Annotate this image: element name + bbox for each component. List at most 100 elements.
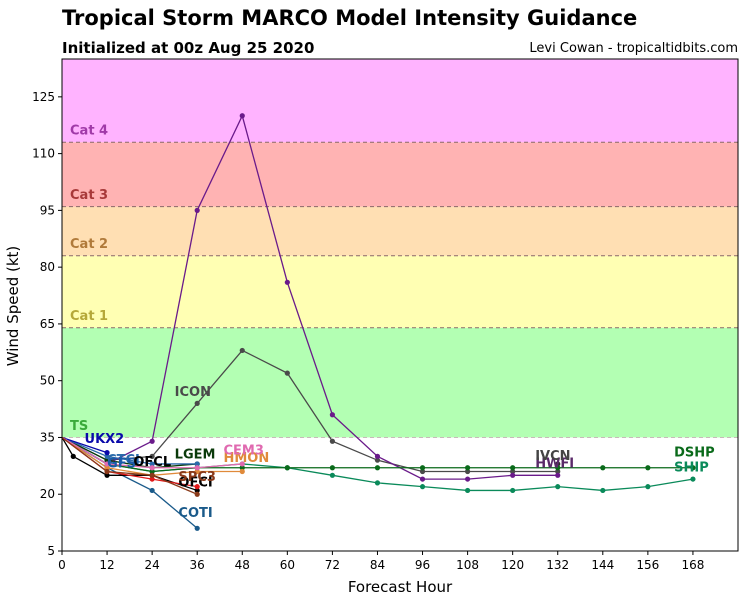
point-ctci: [149, 461, 155, 467]
series-label-coti: COTI: [178, 506, 212, 521]
point-dshp: [465, 465, 471, 471]
band-label: Cat 2: [70, 237, 108, 252]
x-tick-label: 144: [591, 558, 614, 572]
y-tick-label: 80: [40, 260, 55, 274]
point-hwfi: [555, 472, 561, 478]
point-cem3: [104, 461, 110, 467]
point-hmon: [104, 465, 110, 471]
point-ship: [510, 487, 516, 494]
point-cem3: [149, 465, 155, 471]
point-icon: [510, 468, 516, 475]
point-icon: [284, 370, 290, 376]
point-lgem: [104, 457, 110, 463]
series-line-icon: [61, 349, 558, 473]
plot-frame: [61, 58, 739, 552]
band-cat-3: [62, 142, 738, 207]
chart-title: Tropical Storm MARCO Model Intensity Gui…: [62, 6, 638, 30]
band-label: Cat 1: [70, 309, 108, 324]
series-line-ukx2: [61, 436, 108, 454]
point-dshp: [419, 465, 426, 471]
point-coti: [149, 487, 155, 494]
point-dshp: [374, 465, 381, 471]
point-spc3: [149, 472, 155, 478]
point-dshp: [690, 465, 696, 471]
x-tick-label: 120: [501, 558, 524, 572]
series-label-ivcn: IVCN: [535, 449, 570, 464]
intensity-bands: TS Cat 1 Cat 2 Cat 3 Cat 4: [62, 59, 738, 551]
point-hwfi: [149, 438, 155, 444]
point-icon: [239, 347, 245, 354]
series-label-spc3: SPC3: [178, 470, 215, 485]
point-cem3: [239, 461, 245, 467]
series-label-ctci: CTCI: [107, 453, 140, 468]
series-label-hwfi: HWFI: [535, 457, 574, 472]
y-tick-label: 125: [32, 90, 55, 104]
point-dshp: [645, 465, 651, 471]
point-icon: [555, 468, 561, 475]
band-cat-1: [62, 255, 738, 328]
point-ctci: [194, 461, 200, 467]
point-hwfi: [284, 279, 290, 285]
band-label: Cat 4: [70, 124, 108, 139]
band-below-ts: [62, 437, 738, 551]
point-icon: [149, 453, 155, 459]
x-tick-label: 48: [235, 558, 250, 572]
chart-subtitle: Initialized at 00z Aug 25 2020: [62, 39, 315, 57]
x-tick-label: 96: [415, 558, 430, 572]
point-hwfi: [419, 476, 426, 482]
x-tick-label: 132: [546, 558, 569, 572]
y-axis-label: Wind Speed (kt): [4, 246, 22, 367]
point-ivcn: [555, 461, 561, 467]
point-ship: [645, 484, 651, 490]
point-ofci: [149, 476, 155, 482]
point-dshp: [555, 465, 561, 471]
series-label-dshp: DSHP: [674, 445, 715, 460]
point-icon: [419, 468, 426, 475]
point-coti: [194, 525, 200, 531]
point-ukx2: [104, 450, 110, 456]
series-label-ofcl: OFCL: [133, 455, 171, 470]
series-line-ctci: [61, 436, 198, 465]
y-tick-label: 110: [32, 147, 55, 161]
point-ship: [465, 487, 471, 494]
x-tick-label: 168: [681, 558, 704, 572]
point-hwfi: [510, 472, 516, 478]
point-dshp: [600, 465, 606, 471]
point-ofcl: [70, 453, 76, 459]
x-tick-label: 108: [456, 558, 479, 572]
band-cat-2: [62, 206, 738, 256]
point-hwfi: [374, 453, 381, 459]
point-ship: [329, 472, 335, 478]
y-tick-label: 50: [40, 374, 55, 388]
point-dshp: [510, 465, 516, 471]
x-tick-label: 156: [636, 558, 659, 572]
series-label-icon: ICON: [175, 385, 211, 400]
point-ship: [690, 476, 696, 482]
point-ship: [419, 484, 426, 490]
y-tick-label: 95: [40, 203, 55, 217]
point-ctci: [104, 453, 110, 459]
point-dshp: [149, 468, 155, 475]
series-label-ship: SHIP: [674, 461, 709, 476]
point-ofcl: [104, 472, 110, 478]
series-label-hmon: HMON: [223, 451, 269, 466]
series-label-lgem: LGEM: [175, 447, 216, 462]
point-dshp: [284, 465, 290, 471]
x-tick-label: 12: [99, 558, 114, 572]
x-tick-label: 60: [280, 558, 295, 572]
point-dshp: [329, 465, 335, 471]
x-axis-label: Forecast Hour: [348, 578, 453, 596]
point-ofci: [194, 484, 200, 490]
y-tick-label: 35: [40, 430, 55, 444]
credit-text: Levi Cowan - tropicaltidbits.com: [529, 41, 738, 56]
point-spc3: [194, 491, 200, 497]
y-tick-label: 20: [40, 487, 55, 501]
point-hwfi: [465, 476, 471, 482]
point-spc3: [104, 468, 110, 475]
axes: 0 12 24 36 48 60 72 84 96 108 120 132 144 156 168 5 20 35…: [32, 58, 739, 572]
point-dshp: [239, 465, 245, 471]
series-label-ukx2: UKX2: [85, 432, 125, 447]
y-tick-label: 5: [47, 544, 55, 558]
